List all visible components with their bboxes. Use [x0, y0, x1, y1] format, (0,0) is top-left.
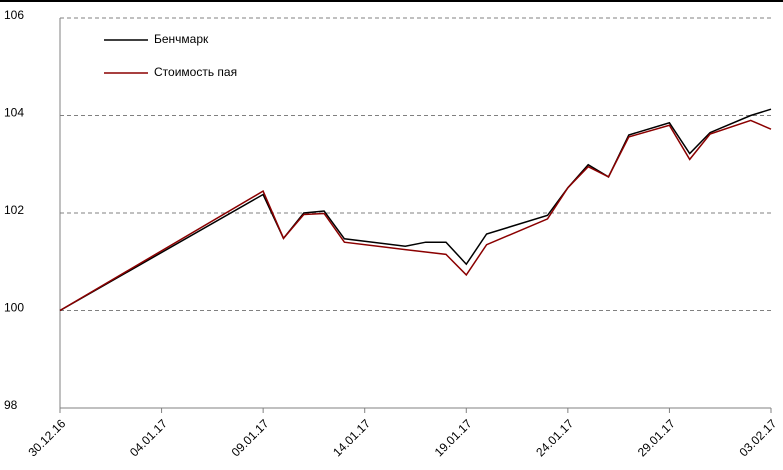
y-tick-label: 102: [4, 203, 24, 217]
series-line: [59, 108, 772, 312]
x-tick-label: 19.01.17: [432, 416, 475, 459]
legend-label: Стоимость пая: [154, 65, 237, 79]
y-tick-label: 100: [4, 301, 24, 315]
x-tick-label: 24.01.17: [533, 416, 576, 459]
series-line: [59, 119, 772, 312]
x-tick-label: 29.01.17: [635, 416, 678, 459]
x-tick-label: 30.12.16: [25, 416, 68, 459]
x-tick-label: 14.01.17: [330, 416, 373, 459]
y-tick-label: 104: [4, 106, 24, 120]
x-tick-label: 09.01.17: [229, 416, 272, 459]
y-tick-label: 106: [4, 8, 24, 22]
x-tick-label: 04.01.17: [127, 416, 170, 459]
y-tick-label: 98: [4, 398, 18, 412]
legend-label: Бенчмарк: [154, 32, 209, 46]
x-tick-label: 03.02.17: [736, 416, 779, 459]
